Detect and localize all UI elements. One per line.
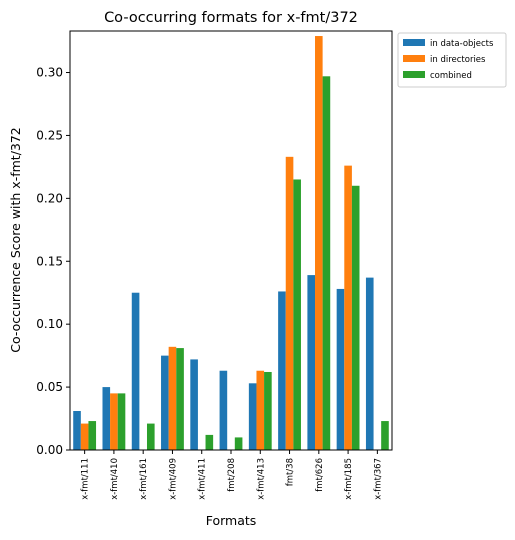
y-tick-label: 0.30 [36,66,63,80]
x-tick-label: x-fmt/111 [81,458,91,500]
bar-x-fmt-161-series-1 [131,292,140,450]
bar-x-fmt-409-series-1 [161,355,169,450]
bar-x-fmt-185-series-3 [351,185,360,450]
bar-x-fmt-367-series-1 [365,277,374,450]
y-tick-label: 0.00 [36,443,63,457]
y-axis: 0.00 0.05 0.10 0.15 0.20 0.25 0.30 [36,66,70,457]
x-axis-title: Formats [206,513,257,528]
y-tick-label: 0.20 [36,191,63,205]
legend-label: in directories [430,55,486,65]
x-tick-label: x-fmt/367 [373,458,383,500]
bar-fmt-626-series-3 [322,76,331,451]
bar-fmt-38-series-2 [285,156,294,450]
legend-swatch [403,39,425,46]
bar-x-fmt-409-series-3 [176,348,184,450]
plot-frame [69,30,393,451]
x-tick-label: fmt/626 [315,458,325,492]
bar-x-fmt-410-series-2 [110,393,118,450]
x-tick-label: fmt/208 [227,458,237,492]
bar-x-fmt-111-series-2 [80,423,89,450]
x-tick-label: x-fmt/411 [198,458,208,500]
x-tick-label: x-fmt/185 [344,458,354,500]
bar-x-fmt-367-series-3 [381,421,389,450]
bar-x-fmt-409-series-2 [168,346,177,450]
y-tick-label: 0.10 [36,317,63,331]
y-tick-label: 0.25 [36,128,63,142]
bar-x-fmt-413-series-2 [256,370,265,450]
bar-x-fmt-185-series-2 [344,165,352,450]
bar-fmt-626-series-2 [315,36,323,450]
bar-x-fmt-411-series-3 [205,434,214,450]
bar-x-fmt-410-series-1 [102,387,111,450]
bar-x-fmt-185-series-1 [336,288,345,450]
x-tick-label: x-fmt/161 [139,458,149,500]
legend-swatch [403,55,425,62]
x-axis: x-fmt/111 x-fmt/410 x-fmt/161 x-fmt/409 x-fm… [81,450,383,500]
bar-fmt-208-series-1 [219,370,228,450]
bar-x-fmt-410-series-3 [117,393,126,450]
x-tick-label: x-fmt/410 [110,458,120,500]
bar-x-fmt-413-series-1 [248,383,257,450]
chart-title: Co-occurring formats for x-fmt/372 [104,10,358,26]
x-tick-label: fmt/38 [286,458,296,486]
legend-swatch [403,71,425,78]
bar-fmt-626-series-1 [307,275,316,450]
bar-x-fmt-413-series-3 [264,371,272,450]
bar-x-fmt-111-series-1 [73,410,81,450]
bar-x-fmt-161-series-3 [146,423,155,450]
bar-x-fmt-111-series-3 [88,421,97,450]
y-tick-label: 0.15 [36,254,63,268]
legend-label: in data-objects [430,39,494,49]
bar-fmt-38-series-3 [293,179,301,450]
x-tick-label: x-fmt/413 [256,458,266,500]
legend-label: combined [430,71,472,81]
y-axis-title: Co-occurrence Score with x-fmt/372 [8,127,23,353]
bar-fmt-208-series-3 [234,437,243,450]
bars-layer [73,36,389,451]
y-tick-label: 0.05 [36,380,63,394]
bar-x-fmt-411-series-1 [190,359,198,450]
x-tick-label: x-fmt/409 [168,458,178,500]
bar-fmt-38-series-1 [278,291,286,450]
legend: in data-objects in directories combined [397,32,507,88]
